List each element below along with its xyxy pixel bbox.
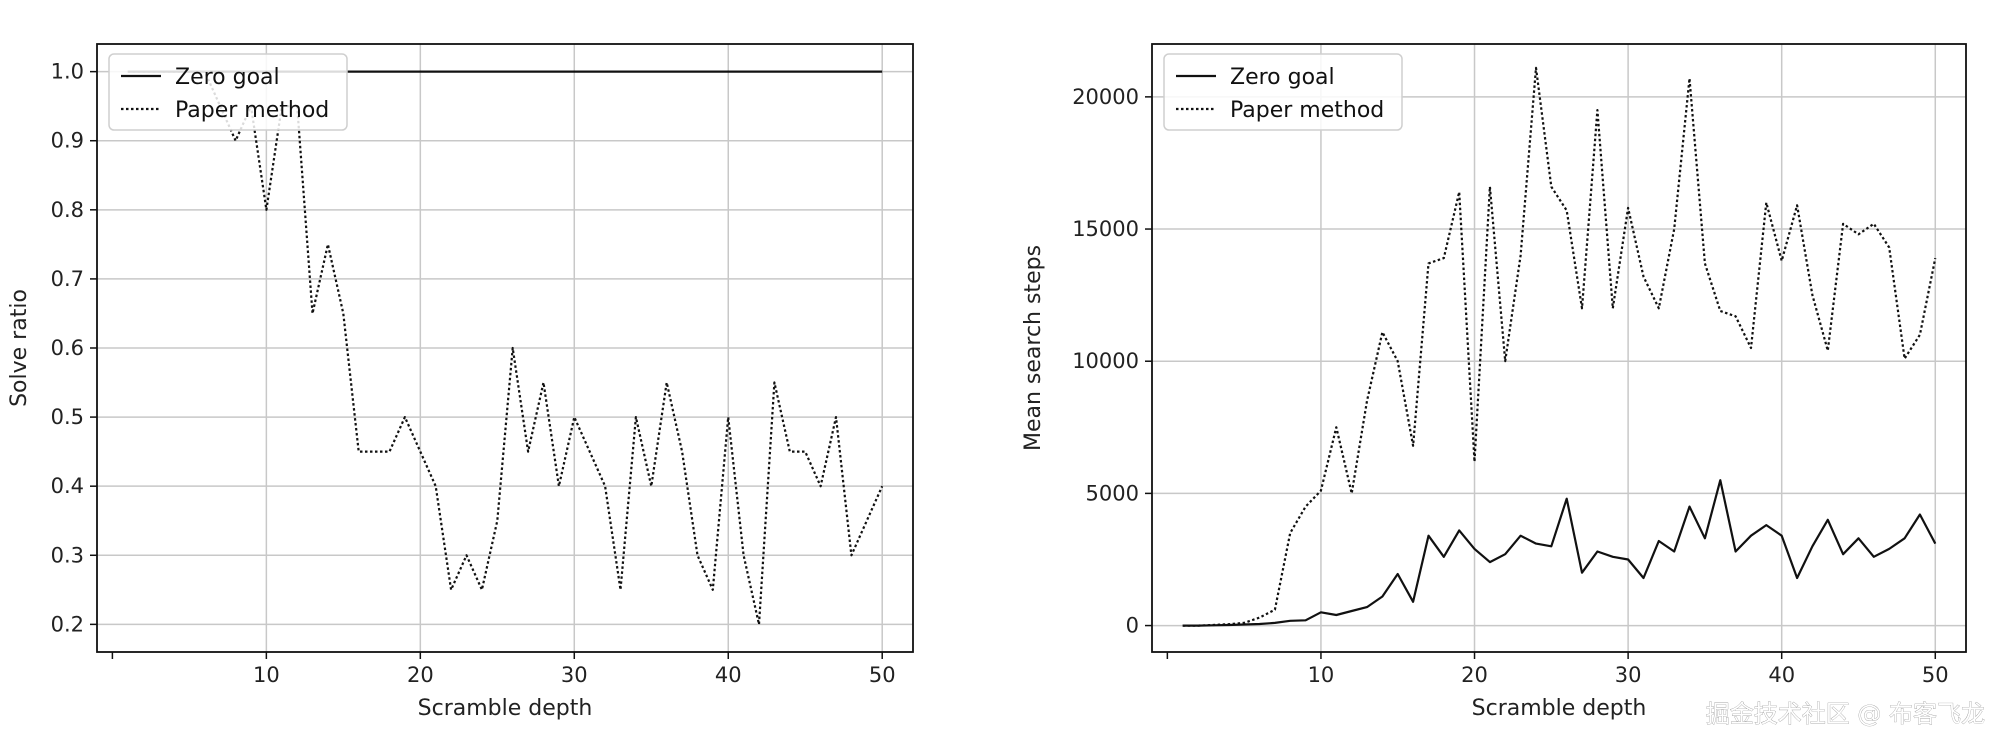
x-tick-label: 20	[1461, 663, 1488, 687]
chart-panel-2: 10 20 30 40 50 0 5000 10000 15000 20000 Scramble d…	[1021, 43, 1967, 721]
y-tick-label: 0.5	[51, 405, 84, 429]
series-line-paper-method	[127, 70, 884, 626]
legend-label-zero-goal: Zero goal	[175, 65, 280, 90]
series-line-zero-goal	[1182, 479, 1937, 627]
y-axis-label: Solve ratio	[7, 289, 32, 407]
y-tick-label: 0	[1126, 614, 1139, 638]
x-tick-label: 10	[1308, 663, 1335, 687]
y-tick-label: 20000	[1072, 85, 1139, 109]
x-tick-label: 40	[715, 663, 742, 687]
watermark-text: 掘金技术社区 @ 布客飞龙	[1706, 700, 1985, 728]
x-tick-label: 50	[1922, 663, 1949, 687]
y-tick-label: 0.2	[51, 612, 84, 636]
y-tick-label: 0.9	[51, 129, 84, 153]
y-tick-label: 0.3	[51, 543, 84, 567]
x-axis-label: Scramble depth	[418, 696, 593, 721]
chart-panel-1: 10 20 30 40 50 0.2 0.3 0.4 0.5 0.6 0.7 0.8 0.9 1.0 Scr…	[7, 43, 914, 721]
y-tick-label: 0.7	[51, 267, 84, 291]
y-tick-label: 10000	[1072, 349, 1139, 373]
x-tick-label: 20	[407, 663, 434, 687]
x-tick-label: 40	[1768, 663, 1795, 687]
legend-box	[1163, 53, 1403, 131]
plot-frame	[1151, 43, 1967, 653]
y-axis-label: Mean search steps	[1021, 245, 1046, 451]
legend-label-paper-method: Paper method	[175, 98, 329, 123]
x-tick-label: 50	[869, 663, 896, 687]
y-tick-label: 0.8	[51, 198, 84, 222]
y-tick-label: 1.0	[51, 60, 84, 84]
y-tick-label: 5000	[1086, 481, 1139, 505]
legend-label-paper-method: Paper method	[1230, 98, 1384, 123]
x-axis-label: Scramble depth	[1472, 696, 1647, 721]
x-tick-label: 10	[253, 663, 280, 687]
series-line-paper-method	[1182, 66, 1937, 627]
x-tick-label: 30	[1615, 663, 1642, 687]
y-tick-label: 0.6	[51, 336, 84, 360]
legend-box	[108, 53, 348, 131]
legend-label-zero-goal: Zero goal	[1230, 65, 1335, 90]
x-tick-label: 30	[561, 663, 588, 687]
y-tick-label: 0.4	[51, 474, 84, 498]
y-tick-label: 15000	[1072, 217, 1139, 241]
